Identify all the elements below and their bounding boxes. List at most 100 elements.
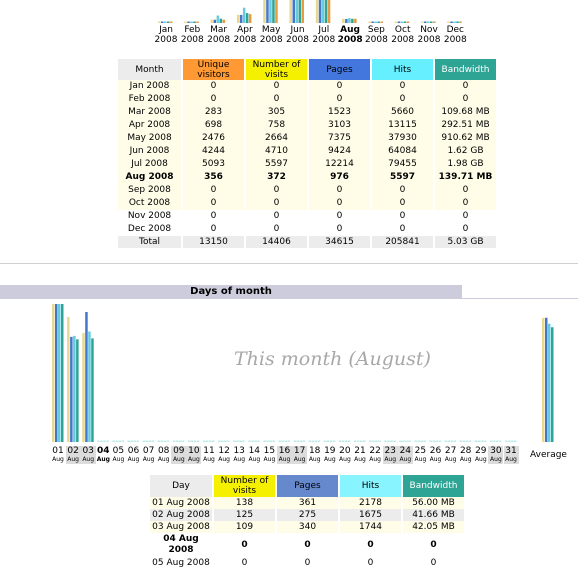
- month-bar-pages-Nov: [427, 21, 430, 23]
- day-number: 10: [188, 446, 200, 456]
- month-cell: Mar 2008: [128, 107, 171, 117]
- value-cell: 0: [304, 539, 311, 550]
- day-bar-bandwidth-17: [302, 440, 306, 442]
- value-cell: 758: [267, 120, 286, 130]
- day-bar-visits-01: [52, 304, 55, 442]
- table-row: Jul 2008 5093 5597 12214 79455 1.98 GB: [118, 158, 496, 171]
- day-month: Aug: [414, 456, 427, 463]
- day-bar-visits-17: [293, 440, 297, 442]
- month-bar-unique-Dec: [447, 21, 450, 23]
- day-label-25: 25 Aug: [413, 446, 428, 464]
- month-label-Sep: Sep 2008: [363, 25, 389, 45]
- days-of-month-table: Day Number of visits Pages Hits Bandwidt…: [148, 475, 466, 569]
- value-cell: 0: [210, 81, 217, 91]
- table-row: 04 Aug 2008 0 0 0 0: [150, 533, 464, 557]
- day-bar-visits-19: [323, 440, 327, 442]
- day-bar-visits-09: [172, 440, 176, 442]
- day-bar-hits-27: [450, 440, 454, 442]
- value-cell: 1.62 GB: [447, 146, 484, 156]
- month-bar-visits-Oct: [397, 21, 401, 23]
- total-row: Total 13150 14406 34615 205841 5.03 GB: [118, 236, 496, 248]
- day-bar-visits-31: [505, 440, 508, 442]
- value-cell: 0: [273, 185, 280, 195]
- day-bar-pages-30: [492, 440, 496, 442]
- value-cell: 1523: [328, 107, 351, 117]
- day-number: 13: [233, 446, 245, 456]
- day-label-08: 08 Aug: [156, 446, 171, 464]
- total-unique: 13150: [183, 236, 244, 248]
- day-bar-bandwidth-10: [196, 440, 200, 442]
- day-number: 03: [82, 446, 94, 456]
- month-cell: Oct 2008: [128, 198, 171, 208]
- value-cell: 2178: [359, 497, 382, 508]
- month-bar-hits-Nov: [430, 21, 433, 23]
- day-bar-pages-17: [296, 440, 300, 442]
- value-cell: 372: [267, 172, 286, 182]
- day-month: Aug: [444, 456, 457, 463]
- day-bar-pages-31: [508, 440, 511, 442]
- month-bar-unique-Nov: [421, 21, 424, 23]
- month-name: Mar: [210, 25, 228, 35]
- day-bar-hits-10: [193, 440, 197, 442]
- value-cell: 109: [235, 521, 254, 532]
- day-bar-hits-30: [495, 440, 499, 442]
- month-bar-pages-Apr: [242, 7, 246, 24]
- day-bar-bandwidth-12: [227, 440, 230, 442]
- value-cell: 13115: [388, 120, 417, 130]
- day-label-09: 09 Aug: [171, 446, 187, 464]
- day-bar-hits-07: [148, 440, 152, 442]
- day-month: Aug: [203, 456, 215, 463]
- month-bar-visits-Sep: [371, 21, 374, 23]
- value-cell: 0: [336, 185, 343, 195]
- col-header-month: Month: [118, 59, 181, 80]
- day-month: Aug: [278, 456, 291, 463]
- day-bar-visits-20: [338, 440, 342, 442]
- day-number: 02: [67, 446, 79, 456]
- day-month: Aug: [188, 456, 200, 463]
- table-row: May 2008 2476 2664 7375 37930 910.62 MB: [118, 132, 496, 145]
- day-label-03: 03 Aug: [80, 446, 96, 464]
- day-bar-hits-01: [58, 304, 61, 442]
- month-bar-hits-Oct: [403, 21, 407, 23]
- month-bar-unique-Jan: [158, 21, 161, 23]
- month-bar-bandwidth-Jun: [301, 0, 304, 23]
- month-year: 2008: [207, 35, 231, 45]
- col-header-day: Day: [150, 475, 212, 497]
- month-label-Jun: Jun 2008: [285, 25, 311, 45]
- value-cell: 0: [336, 81, 343, 91]
- table-row: Jan 2008 0 0 0 0 0: [118, 80, 496, 93]
- month-year: 2008: [233, 35, 257, 45]
- day-number: 08: [157, 446, 170, 456]
- month-bar-visits-Dec: [450, 21, 453, 23]
- day-axis-labels: 01 Aug 02 Aug 03 Aug 04 Aug 05 Aug 06 Aug 07 Aug 08 Aug…: [0, 446, 578, 466]
- value-cell: 56.00 MB: [412, 497, 455, 508]
- value-cell: 0: [399, 81, 406, 91]
- day-cell: 04 Aug 2008: [163, 534, 199, 555]
- total-pages: 34615: [309, 236, 370, 248]
- col-header-bandwidth: Bandwidth: [435, 59, 496, 80]
- value-cell: 0: [399, 94, 406, 104]
- month-name: Jun: [290, 25, 305, 35]
- value-cell: 0: [210, 198, 217, 208]
- day-bar-pages-20: [341, 440, 345, 442]
- month-cell: Jul 2008: [131, 159, 168, 169]
- day-bar-visits-25: [414, 440, 417, 442]
- day-bar-hits-28: [465, 440, 469, 442]
- day-number: 12: [218, 446, 230, 456]
- value-cell: 292.51 MB: [441, 120, 490, 130]
- value-cell: 64084: [388, 146, 417, 156]
- day-bar-hits-12: [224, 440, 227, 442]
- value-cell: 0: [399, 185, 406, 195]
- day-bar-pages-21: [357, 440, 360, 442]
- value-cell: 361: [298, 497, 317, 508]
- month-name: Oct: [394, 25, 411, 35]
- month-bar-unique-Mar: [210, 19, 214, 23]
- value-cell: 0: [304, 557, 311, 568]
- month-cell: May 2008: [127, 133, 172, 143]
- day-month: Aug: [399, 456, 412, 463]
- value-cell: 698: [204, 120, 223, 130]
- day-bar-visits-02: [67, 317, 70, 442]
- col-header-day-bandwidth: Bandwidth: [403, 475, 464, 497]
- day-bar-pages-04: [100, 440, 103, 442]
- value-cell: 0: [210, 224, 217, 234]
